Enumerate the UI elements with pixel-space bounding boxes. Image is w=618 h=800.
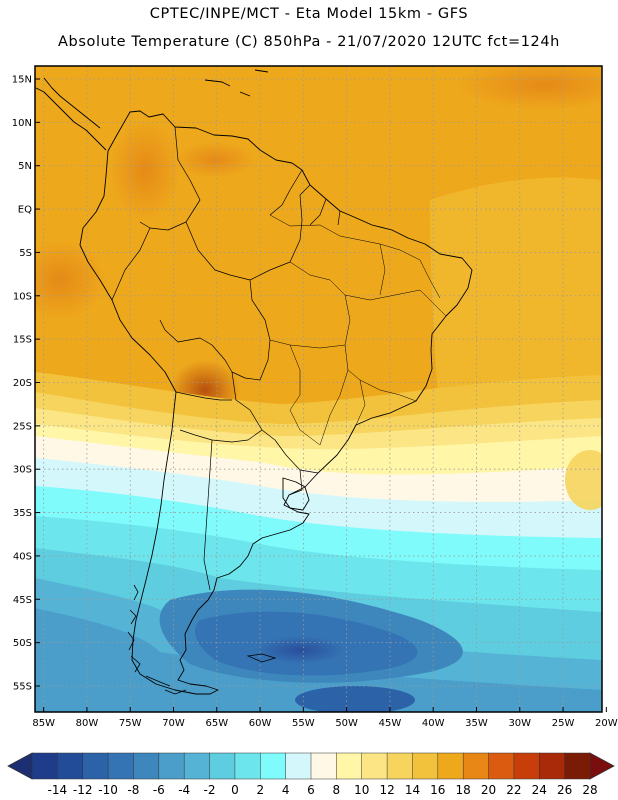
lon-tick-label: 50W [335,718,358,729]
lat-tick-label: 10S [13,291,32,302]
warm-patch-venezuela [175,142,255,178]
colorbar-level-label: -12 [73,783,93,797]
latitude-axis: 15N 10N 5N EQ 5S 10S 15S 20S 25S 30S 35S 40S 45S 50S 5… [12,75,40,692]
warm-tongue-east [565,450,602,510]
lat-tick-label: 40S [13,551,32,562]
colorbar-under-arrow [7,752,33,780]
colorbar-swatch [209,752,236,780]
colorbar-swatch [285,752,312,780]
colorbar-swatch [462,752,490,780]
lat-tick-label: 15S [13,335,32,346]
lon-tick-label: 30W [508,718,531,729]
colorbar-swatch [310,752,337,780]
map-frame [34,65,603,713]
colorbar-swatch [539,752,566,780]
central-america [35,77,107,151]
lon-tick-label: 55W [292,718,315,729]
colorbar-level-label: -2 [204,783,216,797]
colorbar-level-label: 2 [256,783,264,797]
lat-tick-label: 10N [12,118,32,129]
colorbar-level-label: 22 [506,783,521,797]
lat-tick-label: 25S [13,421,32,432]
colorbar-level-label: 4 [282,783,290,797]
lon-tick-label: 70W [162,718,185,729]
colorbar-over-arrow [589,752,615,780]
lon-tick-label: 85W [32,718,55,729]
colorbar-swatch [107,752,135,780]
colorbar-swatch [361,752,388,780]
lon-tick-label: 45W [379,718,402,729]
temperature-field [35,66,602,712]
colorbar-level-label: -6 [153,783,165,797]
uruguay-outline [282,477,310,511]
coastline-and-borders [35,69,473,695]
lon-tick-label: 65W [205,718,228,729]
country-borders [111,126,341,591]
band-m6-m4 [35,608,602,712]
lon-tick-label: 35W [465,718,488,729]
lat-tick-label: 5S [19,248,32,259]
colorbar-level-label: 16 [430,783,445,797]
lon-tick-label: 40W [422,718,445,729]
colorbar-swatch [513,752,540,780]
colorbar-level-label: 12 [379,783,394,797]
colorbar-level-label: 10 [354,783,369,797]
colorbar-level-label: 14 [405,783,420,797]
colorbar-swatch [82,752,109,780]
caribbean-islands [204,69,269,97]
brazil-states [269,214,447,446]
lon-tick-label: 60W [249,718,272,729]
lat-tick-label: 15N [12,75,32,86]
colorbar-level-label: -10 [98,783,118,797]
grid-lines [35,66,602,712]
colorbar-swatch [234,752,261,780]
colorbar-level-label: 24 [532,783,547,797]
band-14-16-atlantic [430,177,602,430]
lat-tick-label: 35S [13,508,32,519]
lat-tick-label: 55S [13,681,32,692]
colorbar-swatch [437,752,464,780]
lat-tick-label: 20S [13,378,32,389]
colorbar-swatch [412,752,439,780]
colorbar-level-label: 6 [307,783,315,797]
colorbar-level-label: 8 [333,783,341,797]
colorbar-swatch [31,752,58,780]
lon-tick-label: 25W [552,718,575,729]
colorbar-swatch [158,752,185,780]
colorbar-swatch [336,752,363,780]
map-title-line1: CPTEC/INPE/MCT - Eta Model 15km - GFS [149,6,469,22]
colorbar-level-label: 18 [456,783,471,797]
colorbar-level-label: 26 [557,783,572,797]
lat-tick-label: 30S [13,465,32,476]
lat-tick-label: 5N [18,161,32,172]
cold-core-south [295,686,415,712]
lon-tick-label: 75W [119,718,142,729]
longitude-axis: 85W 80W 75W 70W 65W 60W 55W 50W 45W 40W 35W 30W 25W 2… [32,707,618,729]
colorbar-swatch [488,752,515,780]
colorbar-swatch [564,752,591,780]
lat-tick-label: EQ [18,205,32,216]
lat-tick-label: 45S [13,595,32,606]
colorbar-level-label: 28 [582,783,597,797]
warm-patch-andes-north [110,120,180,220]
colorbar-level-label: -14 [48,783,68,797]
lon-tick-label: 20W [595,718,618,729]
colorbar-level-label: -4 [178,783,190,797]
colorbar-swatch [260,752,287,780]
warm-patch-northeast [455,66,602,110]
colorbar-level-label: -8 [127,783,139,797]
colorbar-swatch [386,752,414,780]
colorbar-swatch [133,752,160,780]
cold-core-m12 [255,636,345,664]
colorbar-level-label: 20 [481,783,496,797]
colorbar-swatch [183,752,211,780]
lat-tick-label: 50S [13,638,32,649]
temperature-colorbar: -14 -12 -10 -8 -6 -4 -2 0 2 4 6 8 10 12 14 16 18 20 22 24 26… [7,752,615,797]
map-title-line2: Absolute Temperature (C) 850hPa - 21/07/… [58,34,560,50]
patagonia-islands [127,584,277,695]
colorbar-level-label: 0 [231,783,239,797]
colorbar-swatch [57,752,84,780]
lon-tick-label: 80W [76,718,99,729]
